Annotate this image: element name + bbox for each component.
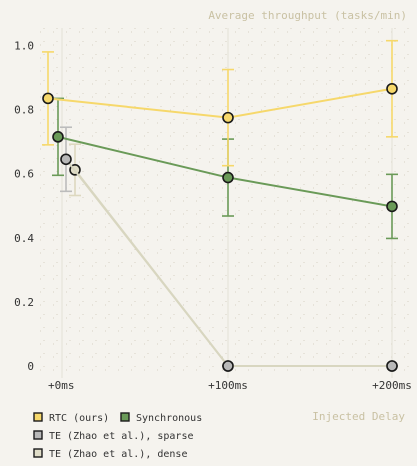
- series-synchronous: [52, 97, 398, 240]
- data-point: [60, 153, 72, 166]
- legend-label: TE (Zhao et al.), dense: [49, 449, 187, 460]
- legend-label: TE (Zhao et al.), sparse: [49, 431, 194, 442]
- data-point: [386, 200, 398, 213]
- y-tick-label: 1.0: [14, 40, 34, 53]
- series-line: [47, 87, 393, 119]
- legend-item-te-zhao-et-al-sparse: TE (Zhao et al.), sparse: [33, 430, 194, 442]
- legend: RTC (ours) Synchronous TE (Zhao et al.), s…: [33, 412, 202, 460]
- y-tick-label: 0.8: [14, 104, 34, 117]
- data-point: [222, 360, 234, 372]
- series-line: [57, 135, 393, 208]
- legend-swatch: [33, 448, 43, 458]
- chart-title: Average throughput (tasks/min): [208, 9, 407, 22]
- legend-swatch: [33, 412, 43, 422]
- y-tick-labels: 0 0.2 0.4 0.6 0.8 1.0: [14, 40, 34, 374]
- legend-item-synchronous: Synchronous: [120, 412, 202, 424]
- legend-swatch: [33, 430, 43, 440]
- y-tick-label: 0.6: [14, 168, 34, 181]
- data-point: [52, 131, 64, 143]
- data-point: [386, 360, 398, 372]
- x-tick-labels: +0ms +100ms +200ms: [48, 379, 412, 392]
- y-tick-label: 0.4: [14, 232, 34, 245]
- data-point: [386, 82, 398, 95]
- legend-label: Synchronous: [136, 413, 202, 424]
- data-point: [222, 171, 234, 184]
- series-rtc-ours: [42, 39, 398, 167]
- x-tick-label: +100ms: [208, 379, 248, 392]
- y-tick-label: 0: [27, 360, 34, 373]
- grid: [40, 28, 409, 378]
- legend-item-te-zhao-et-al-dense: TE (Zhao et al.), dense: [33, 448, 187, 460]
- x-tick-label: +200ms: [372, 379, 412, 392]
- legend-item-rtc-ours: RTC (ours): [33, 412, 109, 424]
- legend-label: RTC (ours): [49, 413, 109, 424]
- x-tick-label: +0ms: [48, 379, 75, 392]
- series-marks: [42, 39, 398, 372]
- y-tick-label: 0.2: [14, 296, 34, 309]
- data-point: [222, 111, 234, 124]
- x-axis-title: Injected Delay: [312, 410, 405, 423]
- series-line: [74, 169, 392, 367]
- data-point: [42, 92, 54, 105]
- series-te-zhao-et-al-sparse: [60, 126, 398, 372]
- legend-swatch: [120, 412, 130, 422]
